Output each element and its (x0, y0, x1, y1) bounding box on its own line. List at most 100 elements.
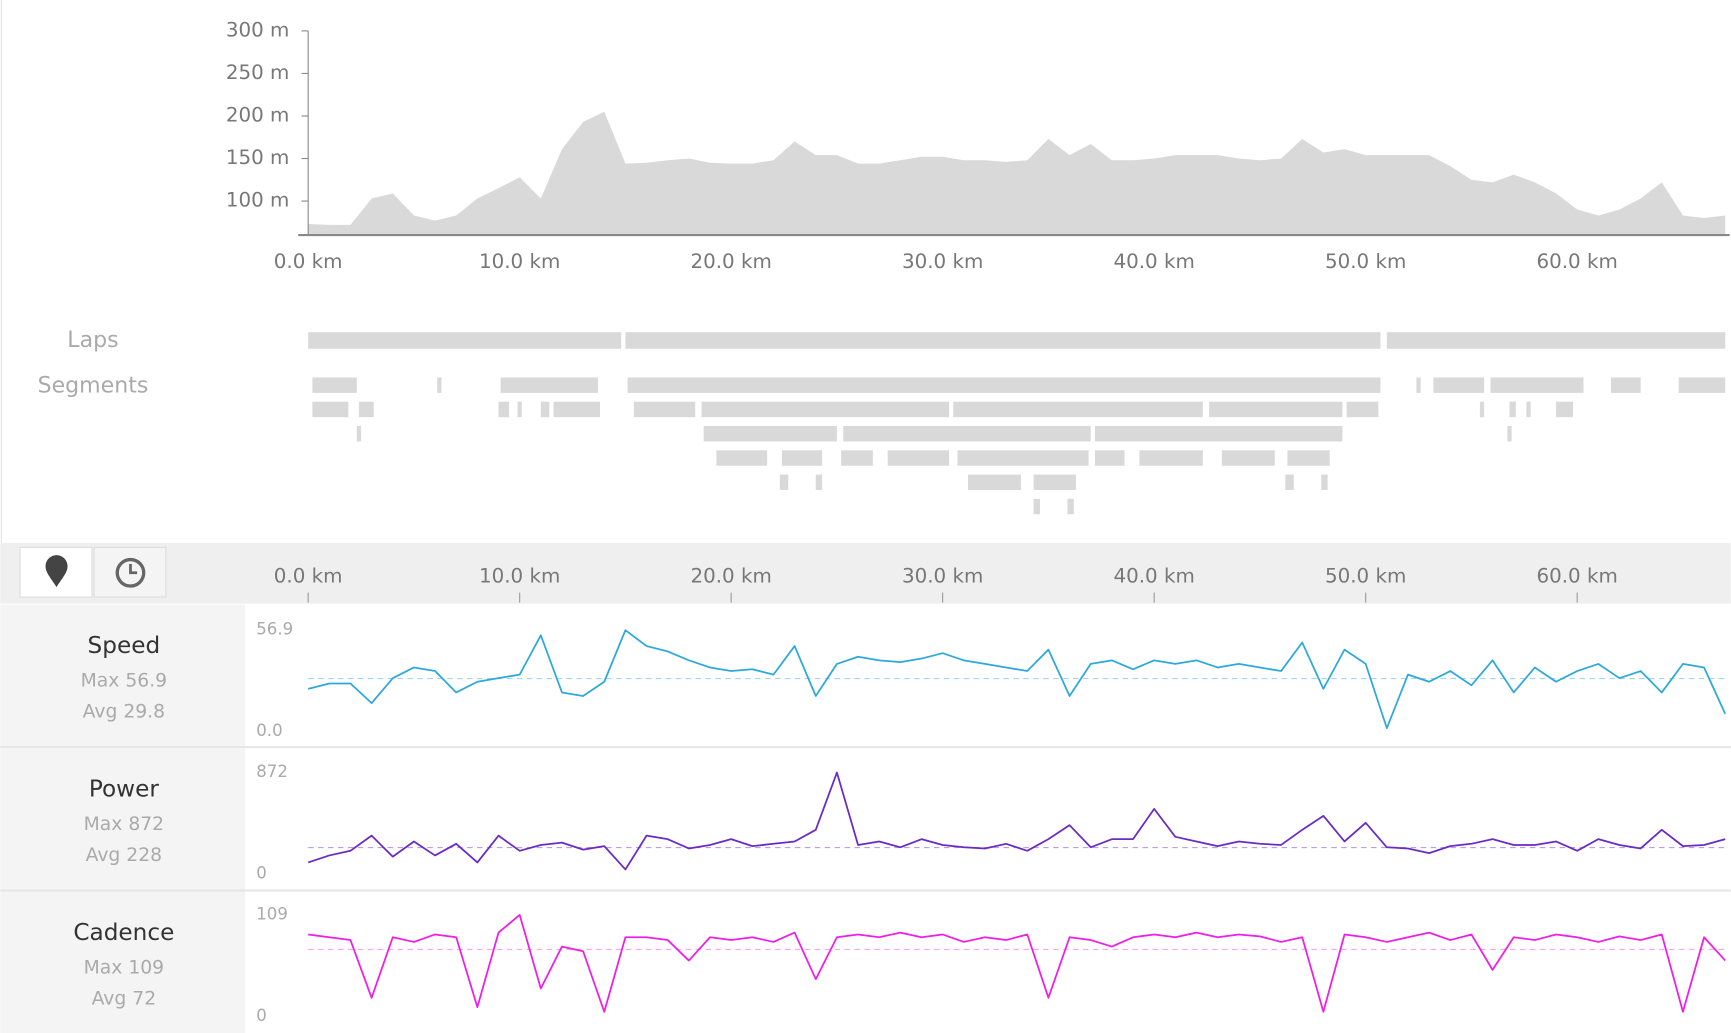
segment-bar (1033, 474, 1076, 491)
segment-bar (1490, 377, 1584, 393)
segment-bar (633, 401, 696, 418)
segment-bar (1509, 401, 1516, 418)
segment-bar (887, 450, 950, 466)
y-tick-label: 0 (256, 1006, 267, 1025)
y-tick-label: 250 m (226, 61, 290, 84)
time-tab[interactable] (93, 546, 167, 598)
segment-bar (1479, 401, 1485, 418)
segment-bar (716, 450, 768, 466)
timeline-tick-label: 10.0 km (479, 565, 560, 588)
timeline-tick-label: 60.0 km (1536, 565, 1617, 588)
segment-bar (701, 401, 950, 418)
segment-bar (1287, 450, 1330, 466)
segment-bar (1285, 474, 1294, 491)
y-tick-label: 300 m (226, 18, 290, 41)
segment-bar (1094, 426, 1343, 442)
metric-sidebar (0, 604, 246, 747)
segment-bar (1526, 401, 1531, 418)
segment-bar (312, 401, 349, 418)
y-tick-label: 100 m (226, 189, 290, 212)
segment-bar (437, 377, 442, 393)
x-tick-label: 30.0 km (902, 250, 983, 273)
metric-max: Max 109 (84, 957, 165, 978)
segment-bar (1067, 498, 1074, 515)
segment-bar (627, 377, 1381, 393)
lap-bar (1386, 332, 1726, 349)
y-tick-label: 200 m (226, 103, 290, 126)
metric-plot (245, 604, 1731, 747)
segment-bar (1033, 498, 1040, 515)
metric-title: Speed (88, 632, 161, 659)
y-tick-label: 0.0 (256, 721, 282, 740)
metric-avg: Avg 29.8 (83, 701, 165, 722)
y-tick-label: 0 (256, 864, 267, 883)
segment-bar (356, 426, 362, 442)
clock-hands (129, 563, 138, 575)
segment-bar (781, 450, 823, 466)
segment-bar (1139, 450, 1203, 466)
segment-bar (312, 377, 357, 393)
segment-bar (841, 450, 873, 466)
segment-bar (815, 474, 823, 491)
segment-bar (553, 401, 601, 418)
x-tick-label: 0.0 km (274, 250, 343, 273)
segments-label: Segments (38, 373, 149, 398)
metric-max: Max 56.9 (81, 670, 167, 691)
segment-bar (968, 474, 1021, 491)
segment-bar (498, 401, 510, 418)
segment-bar (517, 401, 522, 418)
y-tick-label: 56.9 (256, 620, 293, 639)
segment-bar (1321, 474, 1328, 491)
tab-bar (0, 542, 1731, 604)
x-tick-label: 10.0 km (479, 250, 560, 273)
segment-bar (957, 450, 1089, 466)
segment-bar (540, 401, 550, 418)
segment-bar (953, 401, 1203, 418)
segment-bar (1209, 401, 1343, 418)
x-tick-label: 40.0 km (1113, 250, 1194, 273)
segment-bar (779, 474, 789, 491)
timeline-tick-label: 50.0 km (1325, 565, 1406, 588)
lap-bar (625, 332, 1381, 349)
metric-title: Power (89, 776, 159, 803)
clock-icon (115, 557, 146, 588)
segment-bar (1507, 426, 1512, 442)
timeline-tick-label: 20.0 km (690, 565, 771, 588)
metric-line (307, 629, 1727, 730)
x-tick-label: 20.0 km (690, 250, 771, 273)
segment-bar (1611, 377, 1641, 393)
x-tick-label: 50.0 km (1325, 250, 1406, 273)
segment-bar (1346, 401, 1379, 418)
segment-bar (1556, 401, 1573, 418)
metric-max: Max 872 (84, 814, 165, 835)
y-tick-label: 109 (256, 904, 288, 923)
laps-label: Laps (67, 328, 118, 353)
metric-line (307, 771, 1726, 871)
segment-bar (500, 377, 598, 393)
metric-avg: Avg 228 (86, 845, 162, 866)
pin-icon (45, 555, 68, 588)
timeline-tick-label: 30.0 km (902, 565, 983, 588)
y-tick-label: 150 m (226, 146, 290, 169)
segment-bar (1416, 377, 1421, 393)
timeline-tick-label: 40.0 km (1113, 565, 1194, 588)
metric-line (308, 914, 1726, 1013)
elevation-area (308, 111, 1726, 236)
segment-bar (1433, 377, 1485, 393)
segment-bar (703, 426, 837, 442)
metric-avg: Avg 72 (92, 988, 157, 1009)
lap-bar (308, 332, 622, 349)
segment-bar (843, 426, 1091, 442)
segment-bar (1221, 450, 1275, 466)
map-tab[interactable] (19, 546, 93, 598)
segment-bar (1678, 377, 1726, 393)
timeline-tick-label: 0.0 km (274, 565, 343, 588)
metric-plot (245, 748, 1731, 890)
segment-bar (1094, 450, 1125, 466)
metric-sidebar (0, 891, 246, 1033)
x-tick-label: 60.0 km (1536, 250, 1617, 273)
metric-plot (245, 891, 1731, 1033)
segment-bar (358, 401, 374, 418)
